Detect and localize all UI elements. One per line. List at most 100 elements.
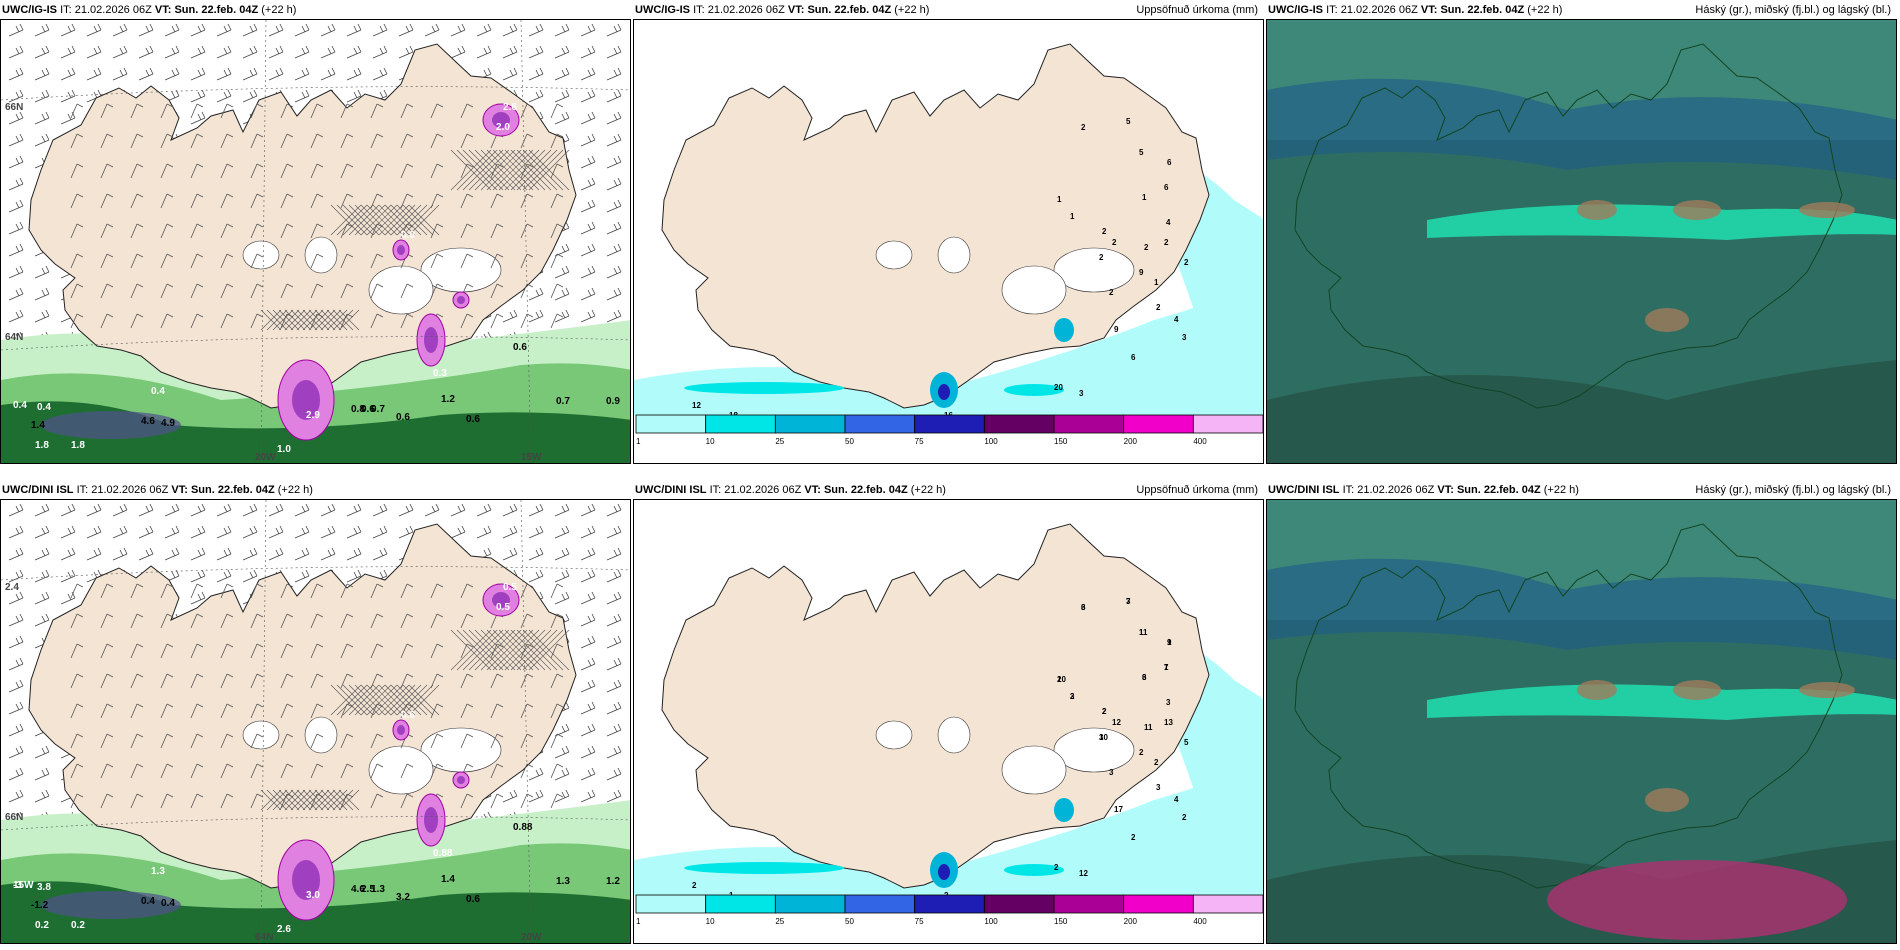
value-label: 1.2 <box>606 876 620 887</box>
cell-core <box>457 296 465 304</box>
cell-core <box>397 725 405 735</box>
colorbar-tick: 200 <box>1124 437 1138 446</box>
colorbar-tick: 75 <box>915 917 924 926</box>
cloud-band <box>1427 684 1896 720</box>
cloud-cell <box>1799 682 1855 698</box>
value-label: 7 <box>1164 663 1169 672</box>
colorbar-tick: 25 <box>775 437 784 446</box>
panel-5: UWC/DINI ISL IT: 21.02.2026 06Z VT: Sun.… <box>633 480 1264 945</box>
value-label: 1 <box>1167 638 1172 647</box>
value-label: 6 <box>1164 183 1169 192</box>
colorbar-swatch <box>983 414 1055 434</box>
value-label: 2 <box>1156 303 1161 312</box>
glacier <box>368 265 434 315</box>
value-label: 1.2 <box>441 394 455 405</box>
cloud-mid <box>1267 78 1896 180</box>
colorbar-tick: 10 <box>706 917 715 926</box>
value-label: 5 <box>1139 148 1144 157</box>
value-label: 1.4 <box>31 420 45 431</box>
precip-cell <box>1054 318 1074 342</box>
field-title: Háský (gr.), miðský (fj.bl.) og lágský (… <box>1695 484 1891 496</box>
map-svg: 3311216321031311512223342222121217671191… <box>634 500 1263 943</box>
value-label: 2 <box>1154 758 1159 767</box>
colorbar-swatch <box>1123 894 1194 914</box>
map-svg: 2556161122422229122436201218163911025507… <box>634 20 1263 463</box>
value-label: 2 <box>1112 238 1117 247</box>
glacier <box>1001 745 1067 795</box>
glacier <box>304 716 338 754</box>
init-time: 21.02.2026 06Z <box>91 484 169 496</box>
value-label: 3 <box>1070 692 1075 701</box>
cell-core <box>292 380 320 420</box>
model-name: UWC/DINI ISL <box>635 484 707 496</box>
glacier <box>420 727 502 773</box>
value-label: 3 <box>1109 768 1114 777</box>
value-label: 0.2 <box>35 920 49 931</box>
value-label: 0.5 <box>503 582 517 593</box>
init-label: IT: <box>76 484 89 496</box>
value-label: 66N <box>5 102 23 113</box>
value-label: 6 <box>1142 673 1147 682</box>
value-label: 2 <box>1070 692 1075 701</box>
value-label: 1.8 <box>35 440 49 451</box>
value-label: 2 <box>1164 238 1169 247</box>
cloud-cell <box>1577 200 1617 220</box>
colorbar: 1 10 25 50 75 100 150 200 400 <box>635 894 1263 926</box>
value-label: 15W <box>13 880 34 891</box>
value-label: 2 <box>1054 863 1059 872</box>
colorbar-tick: 100 <box>984 437 998 446</box>
value-label: 2.5 <box>361 884 375 895</box>
coastline <box>1294 523 1843 889</box>
cloud-cell <box>1645 788 1689 812</box>
value-label: 1 <box>1142 193 1147 202</box>
colorbar-swatch <box>774 414 846 434</box>
cloud-core-red <box>1547 860 1847 940</box>
value-label: 1 <box>1057 195 1062 204</box>
hatch-area <box>260 789 360 811</box>
cloud-cell <box>1673 680 1721 700</box>
valid-time: VT: Sun. 22.feb. 04Z <box>154 4 259 16</box>
value-label: 0.6 <box>396 412 410 423</box>
init-time: 21.02.2026 06Z <box>707 4 785 16</box>
precip-core <box>41 411 181 439</box>
glacier <box>937 716 971 754</box>
precip-cell <box>938 864 950 880</box>
value-label: 2.0 <box>496 122 510 133</box>
glacier <box>304 236 338 274</box>
value-label: 15W <box>521 452 542 463</box>
hatch-area <box>450 149 570 191</box>
value-label: 0.4 <box>151 386 165 397</box>
panel-header: UWC/IG-IS IT: 21.02.2026 06Z VT: Sun. 22… <box>635 4 1258 20</box>
cloud-cell <box>1673 200 1721 220</box>
model-name: UWC/DINI ISL <box>1268 484 1340 496</box>
value-label: 9 <box>1139 268 1144 277</box>
value-label: 3 <box>1142 673 1147 682</box>
lead-time: (+22 h) <box>1527 4 1563 16</box>
value-label: 0.2 <box>71 920 85 931</box>
value-label: 4.6 <box>351 884 365 895</box>
colorbar-tick: 400 <box>1193 437 1207 446</box>
field-title: Háský (gr.), miðský (fj.bl.) og lágský (… <box>1695 4 1891 16</box>
value-label: 1.3 <box>151 866 165 877</box>
value-label: 3.2 <box>396 892 410 903</box>
value-label: 0.6 <box>361 404 375 415</box>
glacier <box>875 720 913 750</box>
value-label: 2 <box>1139 748 1144 757</box>
value-label: 0.3 <box>433 368 447 379</box>
value-label: 9 <box>1114 325 1119 334</box>
cloud-band <box>1427 204 1896 240</box>
colorbar-tick: 200 <box>1124 917 1138 926</box>
glacier <box>242 720 280 750</box>
panel-1: UWC/IG-IS IT: 21.02.2026 06Z VT: Sun. 22… <box>0 0 631 465</box>
cloud-cell <box>1645 308 1689 332</box>
map-svg: -3 3.8-1.20.2 0.20.4 0.41.32.63.04.6 1.32.53… <box>1 500 630 943</box>
value-label: 1.3 <box>556 876 570 887</box>
init-label: IT: <box>1342 484 1355 496</box>
value-label: 9 <box>1167 638 1172 647</box>
init-time: 21.02.2026 06Z <box>1340 4 1418 16</box>
value-label: 3 <box>1099 733 1104 742</box>
value-label: 0.7 <box>371 404 385 415</box>
colorbar-swatch <box>1053 414 1125 434</box>
value-label: 64N <box>5 332 23 343</box>
colorbar-swatch <box>983 894 1055 914</box>
